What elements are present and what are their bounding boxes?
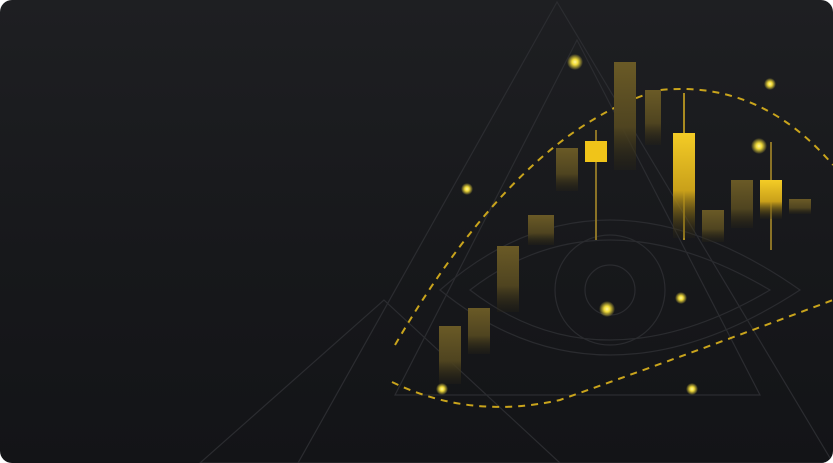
candlestick-icon <box>439 48 830 395</box>
eye-icon <box>439 219 802 356</box>
sparkle-dot-icon <box>436 54 776 395</box>
triangle-icon <box>199 0 833 463</box>
dashed-trend-curves <box>391 88 833 408</box>
